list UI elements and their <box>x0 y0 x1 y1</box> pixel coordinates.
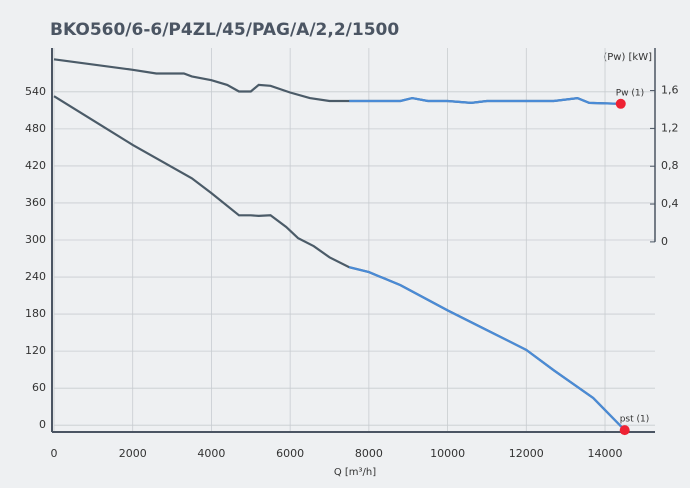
y-tick-label: 0 <box>39 418 46 431</box>
x-tick-label: 14000 <box>588 447 623 460</box>
y2-tick-label: 0 <box>661 235 668 248</box>
x-tick-label: 4000 <box>197 447 225 460</box>
y-tick-label: 360 <box>25 196 46 209</box>
end-point <box>615 98 626 109</box>
x-tick-label: 2000 <box>119 447 147 460</box>
end-point <box>619 425 630 436</box>
x-tick-label: 12000 <box>509 447 544 460</box>
series-label: pst (1) <box>620 415 650 425</box>
y-tick-label: 60 <box>32 381 46 394</box>
x-tick-label: 0 <box>51 447 58 460</box>
y-tick-label: 300 <box>25 233 46 246</box>
y2-axis-label: (Pw) [kW] <box>603 52 652 63</box>
y-tick-label: 240 <box>25 270 46 283</box>
y-tick-label: 180 <box>25 307 46 320</box>
series-line-highlight <box>349 265 626 431</box>
y2-tick-label: 1,2 <box>661 121 679 134</box>
y2-tick-label: 0,8 <box>661 159 679 172</box>
y2-tick-label: 0,4 <box>661 197 679 210</box>
y-tick-label: 120 <box>25 344 46 357</box>
y2-tick-label: 1,6 <box>661 84 679 97</box>
x-tick-label: 6000 <box>276 447 304 460</box>
series-line-highlight <box>349 96 621 105</box>
x-axis-label: Q [m³/h] <box>334 467 376 478</box>
y-tick-label: 420 <box>25 159 46 172</box>
series-label: Pw (1) <box>616 88 644 98</box>
x-tick-label: 10000 <box>430 447 465 460</box>
chart-title: BKO560/6-6/P4ZL/45/PAG/A/2,2/1500 <box>50 20 399 40</box>
y-tick-label: 540 <box>25 85 46 98</box>
x-tick-label: 8000 <box>355 447 383 460</box>
y-tick-label: 480 <box>25 122 46 135</box>
